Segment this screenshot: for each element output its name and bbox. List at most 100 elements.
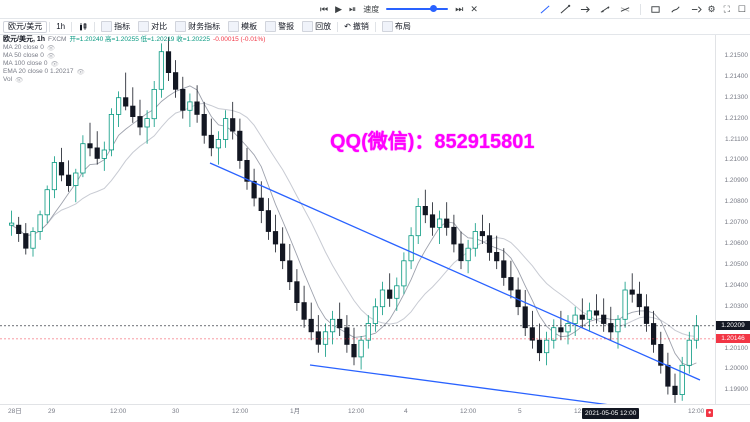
legend-study-ema20: EMA 20 close 0 1.20217 👁 (3, 68, 85, 76)
price-axis-tick: 1.20700 (724, 219, 749, 227)
price-axis-tick: 1.21300 (724, 93, 749, 101)
speed-slider[interactable] (386, 4, 449, 14)
legend-exchange: FXCM (48, 36, 67, 43)
menu-item-layout[interactable]: 布局 (378, 21, 415, 32)
settings-gear-icon[interactable]: ⚙ (707, 3, 716, 14)
compare-icon (138, 21, 150, 32)
time-axis-tick: 29 (48, 408, 56, 415)
menu-label: 撤销 (352, 21, 369, 31)
chart-plot[interactable]: 欧元/美元, 1h FXCM 开=1.20240 高=1.20255 低=1.2… (0, 35, 716, 405)
brush-icon[interactable] (670, 4, 681, 15)
menu-item-indicators[interactable]: 指标 (97, 21, 134, 32)
fullscreen-icon[interactable]: ⛶ (723, 3, 730, 14)
chart-container[interactable]: 欧元/美元, 1h FXCM 开=1.20240 高=1.20255 低=1.2… (0, 35, 750, 422)
bid-price-tag: 1.20146 (716, 334, 750, 344)
legend-study-vol: Vol 👁 (3, 76, 24, 84)
undo-icon: ↶ (344, 21, 351, 31)
drawing-tools (540, 0, 703, 18)
menu-item-templates[interactable]: 模板 (224, 21, 261, 32)
menu-label: 模板 (241, 21, 258, 31)
price-axis-tick: 1.19900 (724, 386, 749, 394)
legend-main-row: 欧元/美元, 1h FXCM 开=1.20240 高=1.20255 低=1.2… (3, 36, 265, 44)
play-icon[interactable]: ▶ (335, 3, 343, 14)
time-axis-tick: 4 (404, 408, 408, 415)
menu-label: 警报 (278, 21, 295, 31)
rectangle-icon[interactable] (650, 4, 661, 15)
candles-icon[interactable] (74, 22, 92, 32)
countdown-badge: ● (706, 409, 714, 417)
close-icon[interactable]: ✕ (470, 3, 478, 14)
top-toolbar: ⏮ ▶ ⏯ 速度 ⏭ ✕ (0, 0, 750, 19)
symbolbar-divider (49, 21, 51, 32)
speed-knob[interactable] (430, 5, 438, 12)
financials-icon (175, 21, 187, 32)
eye-icon[interactable]: 👁 (15, 77, 24, 84)
time-axis-tick: 5 (518, 408, 522, 415)
layout-icon (381, 21, 393, 32)
menu-item-replay[interactable]: 回放 (298, 21, 335, 32)
replay-icon (302, 21, 314, 32)
price-axis-tick: 1.21500 (724, 51, 749, 59)
skip-back-icon[interactable]: ⏮ (320, 3, 329, 14)
price-axis-tick: 1.21400 (724, 72, 749, 80)
price-axis-tick: 1.21000 (724, 156, 749, 164)
time-axis-tick: 30 (172, 408, 180, 415)
price-axis-tick: 1.20500 (724, 260, 749, 268)
time-axis-tick: 28日 (8, 408, 22, 415)
time-axis-tick: 12:00 (110, 408, 127, 415)
price-axis-tick: 1.20300 (724, 302, 749, 310)
price-axis-tick: 1.20900 (724, 177, 749, 185)
eye-icon[interactable]: 👁 (50, 61, 59, 68)
price-axis[interactable]: 1.21500 1.21400 1.21300 1.21200 1.21100 1.210… (715, 35, 750, 414)
indicator-icon (101, 21, 113, 32)
menu-item-alerts[interactable]: 警报 (261, 21, 298, 32)
toolbar-right-group: ⚙ ⛶ ☐ (708, 0, 746, 18)
legend-study-ma100: MA 100 close 0 👁 (3, 60, 59, 68)
current-time-tag: 2021-05-05 12:00 (582, 408, 640, 419)
time-axis-tick: 12:00 (348, 408, 365, 415)
symbolbar-divider (94, 21, 96, 32)
time-axis-tick: 1月 (290, 408, 301, 415)
menu-item-financials[interactable]: 财务指标 (171, 21, 224, 32)
symbolbar-divider (374, 21, 376, 32)
menu-item-undo[interactable]: ↶ 撤销 (340, 21, 373, 31)
menu-label: 财务指标 (188, 21, 221, 31)
time-axis[interactable]: 28日2912:003012:001月12:00412:00512:00612:… (0, 404, 750, 422)
chart-legend: 欧元/美元, 1h FXCM 开=1.20240 高=1.20255 低=1.2… (3, 36, 265, 84)
last-price-tag: 1.20209 (716, 321, 750, 331)
price-axis-tick: 1.20800 (724, 198, 749, 206)
arrow-icon[interactable] (580, 4, 591, 15)
replay-controls: ⏮ ▶ ⏯ 速度 ⏭ ✕ (320, 0, 478, 18)
menu-item-compare[interactable]: 对比 (134, 21, 171, 32)
speed-track (386, 8, 449, 10)
eye-icon[interactable]: 👁 (46, 53, 56, 60)
trend-line-icon[interactable] (540, 4, 551, 15)
time-axis-tick: 12:00 (460, 408, 477, 415)
symbol-toolbar: 欧元/美元 1h 指标 对比 财务指标 模板 警报 回放 (0, 19, 750, 35)
symbol-selector[interactable]: 欧元/美元 (3, 20, 48, 33)
toolbar-divider (640, 3, 641, 15)
eye-icon[interactable]: 👁 (46, 45, 56, 52)
price-axis-tick: 1.20400 (724, 281, 749, 289)
menu-label: 回放 (315, 21, 332, 31)
legend-study-ma50: MA 50 close 0 👁 (3, 52, 56, 60)
price-axis-tick: 1.20100 (724, 344, 749, 352)
time-axis-tick: 12:00 (688, 408, 705, 415)
extended-line-icon[interactable] (600, 4, 611, 15)
menu-label: 指标 (114, 21, 131, 31)
legend-ohlc: 开=1.20240 高=1.20255 低=1.20219 收=1.20225 (69, 36, 211, 43)
candlestick-canvas (0, 37, 716, 405)
menu-label: 布局 (394, 21, 411, 31)
camera-icon[interactable]: ☐ (737, 3, 746, 14)
horizontal-ray-icon[interactable] (620, 4, 631, 15)
measure-icon[interactable] (690, 4, 703, 15)
jump-to-end-icon[interactable]: ⏭ (455, 3, 464, 14)
price-axis-tick: 1.20000 (724, 365, 749, 373)
interval-selector[interactable]: 1h (56, 21, 66, 31)
price-axis-tick: 1.20600 (724, 240, 749, 248)
ray-icon[interactable] (560, 4, 571, 15)
eye-icon[interactable]: 👁 (76, 69, 85, 76)
price-axis-tick: 1.21200 (724, 114, 749, 122)
step-forward-icon[interactable]: ⏯ (349, 3, 357, 14)
